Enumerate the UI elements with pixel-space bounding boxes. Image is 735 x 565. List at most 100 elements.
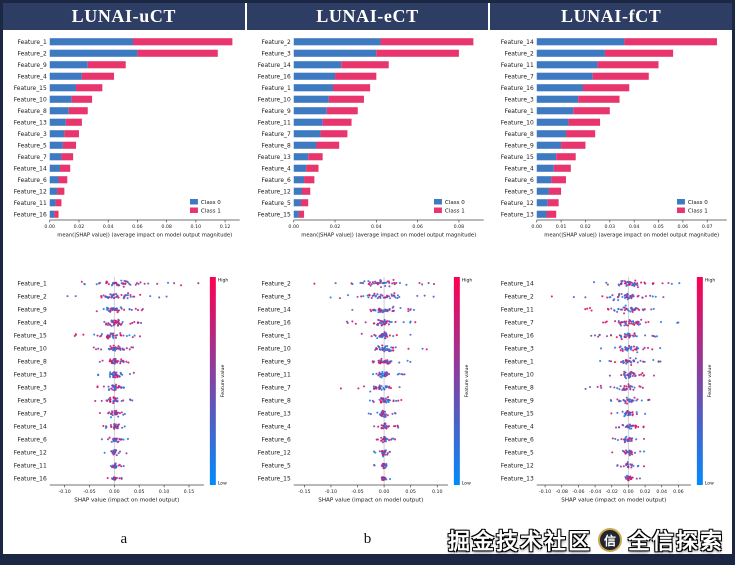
colorbar-title: Feature value: [707, 365, 713, 398]
beeswarm-svg: Feature_14 Feature_2 Feature_11 Feature_7 Fe…: [501, 277, 716, 504]
x-tick-label: -0.08: [556, 489, 568, 495]
beeswarm-row: [599, 356, 662, 367]
feature-label: Feature_2: [261, 39, 290, 46]
feature-label: Feature_14: [14, 165, 47, 172]
bar-segment-class0: [49, 61, 88, 69]
feature-label: Feature_2: [261, 281, 290, 288]
beeswarm-row: [95, 306, 144, 314]
beeswarm-row: [372, 462, 388, 470]
beeswarm-row: [611, 449, 646, 457]
colorbar-low-label: Low: [461, 480, 470, 486]
bar-segment-class1: [65, 118, 82, 126]
bar-segment-class1: [81, 72, 115, 80]
x-tick-label: 0.02: [580, 224, 591, 230]
feature-label: Feature_13: [501, 476, 534, 483]
bar-segment-class0: [293, 130, 321, 138]
x-tick-label: -0.15: [298, 489, 310, 495]
bar-segment-class0: [537, 107, 574, 115]
beeswarm-row: [612, 435, 646, 444]
x-tick-label: 0.03: [605, 224, 616, 230]
beeswarm-row: [615, 423, 646, 430]
feature-label: Feature_8: [505, 385, 534, 392]
bar-segment-class0: [49, 130, 65, 138]
bar-segment-class0: [537, 130, 567, 138]
bar-segment-class1: [61, 153, 74, 161]
legend-label: Class 1: [201, 208, 221, 214]
bar-segment-class1: [133, 38, 233, 46]
bar-segment-class0: [293, 153, 308, 161]
beeswarm-row: [367, 409, 397, 418]
feature-label: Feature_10: [14, 96, 47, 103]
feature-label: Feature_7: [17, 154, 46, 161]
colorbar: [209, 277, 216, 485]
bar-segment-class1: [54, 210, 59, 218]
feature-label: Feature_8: [17, 108, 46, 115]
x-axis-title: mean(|SHAP value|) (average impact on mo…: [545, 232, 720, 238]
beeswarm-svg: Feature_1 Feature_2 Feature_9 Feature_4 Feat…: [14, 277, 228, 504]
feature-label: Feature_6: [261, 177, 290, 184]
feature-label: Feature_12: [501, 200, 534, 207]
bar-segment-class0: [537, 72, 594, 80]
feature-label: Feature_12: [501, 463, 534, 470]
feature-label: Feature_9: [505, 142, 534, 149]
feature-label: Feature_9: [17, 62, 46, 69]
feature-label: Feature_11: [501, 307, 534, 314]
panels-row: LUNAI-uCT Feature_1 Feature_2 Feature_9 Fea…: [3, 3, 732, 554]
bar-segment-class1: [322, 118, 352, 126]
feature-label: Feature_13: [14, 372, 47, 379]
x-tick-label: -0.02: [606, 489, 618, 495]
bar-segment-class0: [537, 38, 625, 46]
feature-label: Feature_4: [17, 320, 46, 327]
bar-segment-class1: [556, 153, 577, 161]
bar-segment-class0: [293, 118, 323, 126]
feature-label: Feature_6: [17, 177, 46, 184]
bar-segment-class1: [548, 199, 560, 207]
legend-swatch: [433, 207, 442, 213]
feature-label: Feature_8: [505, 131, 534, 138]
x-tick-label: 0.15: [184, 489, 195, 495]
beeswarm-row: [380, 476, 391, 482]
feature-label: Feature_1: [261, 333, 290, 340]
bar-segment-class0: [537, 199, 549, 207]
feature-label: Feature_6: [505, 437, 534, 444]
beeswarm-row: [616, 461, 646, 469]
feature-label: Feature_15: [257, 476, 290, 483]
feature-label: Feature_13: [501, 211, 534, 218]
x-tick-label: 0.10: [191, 224, 202, 230]
bar-segment-class1: [554, 164, 572, 172]
feature-label: Feature_4: [17, 73, 46, 80]
bar-segment-class0: [293, 187, 302, 195]
x-tick-label: 0.04: [371, 224, 382, 230]
feature-label: Feature_13: [257, 154, 290, 161]
feature-label: Feature_11: [14, 463, 47, 470]
feature-label: Feature_15: [257, 211, 290, 218]
x-tick-label: 0.04: [657, 489, 668, 495]
colorbar: [453, 277, 460, 485]
x-tick-label: 0.06: [673, 489, 684, 495]
x-tick-label: 0.06: [412, 224, 423, 230]
x-tick-label: -0.05: [83, 489, 95, 495]
feature-label: Feature_16: [257, 320, 290, 327]
feature-label: Feature_5: [261, 463, 290, 470]
feature-label: Feature_9: [505, 398, 534, 405]
ect-bar-chart: Feature_2 Feature_3 Feature_14 Feature_16 Fe…: [247, 30, 489, 272]
x-tick-label: 0.06: [678, 224, 689, 230]
bar-segment-class0: [293, 95, 329, 103]
bar-segment-class1: [300, 199, 308, 207]
feature-label: Feature_1: [505, 108, 534, 115]
feature-label: Feature_5: [17, 142, 46, 149]
bar-segment-class1: [568, 118, 601, 126]
panel-uct-title: LUNAI-uCT: [3, 3, 245, 30]
beeswarm-row: [600, 344, 662, 354]
bar-segment-class0: [293, 164, 306, 172]
x-tick-label: 0.08: [161, 224, 172, 230]
beeswarm-row: [584, 383, 645, 392]
colorbar-high-label: High: [705, 277, 716, 283]
beeswarm-row: [96, 383, 125, 392]
feature-label: Feature_12: [14, 188, 47, 195]
bar-segment-class1: [561, 141, 586, 149]
x-tick-label: 0.02: [329, 224, 340, 230]
bar-segment-class1: [76, 84, 103, 92]
bar-segment-class1: [334, 72, 377, 80]
bar-segment-class0: [537, 141, 562, 149]
